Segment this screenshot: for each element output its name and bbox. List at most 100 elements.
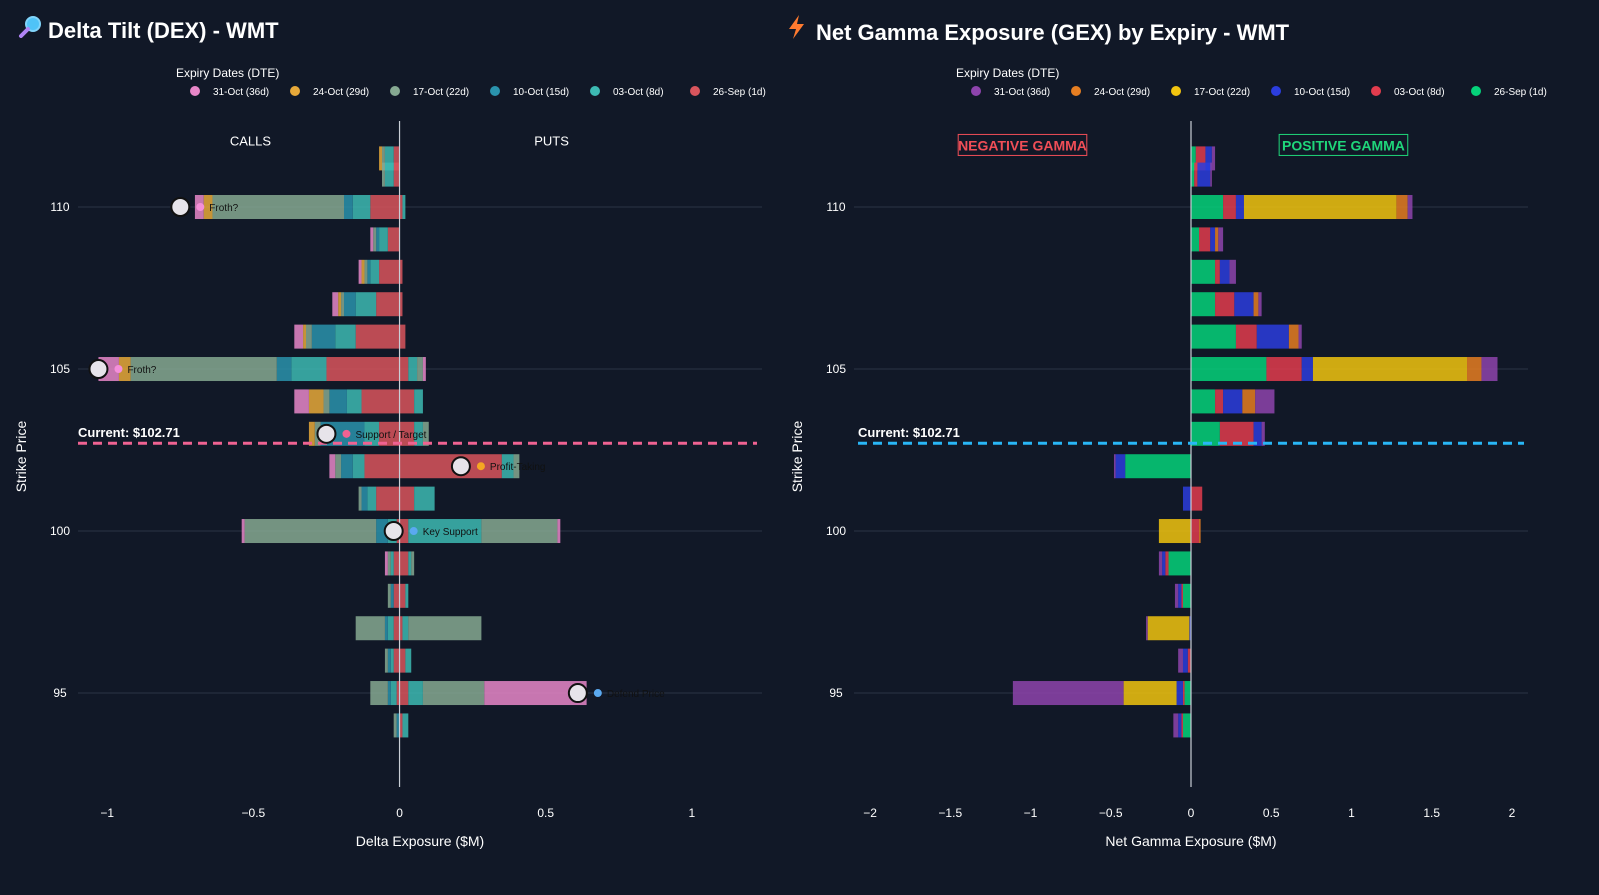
- put-bar-segment: [557, 519, 561, 544]
- gex-bar-segment: [1256, 324, 1289, 349]
- gex-bar-segment: [1165, 551, 1169, 576]
- put-bar-segment: [481, 519, 558, 544]
- put-bar-segment: [405, 648, 412, 673]
- gex-bar-segment: [1191, 195, 1224, 220]
- call-bar-segment: [329, 389, 347, 414]
- legend-item: 26-Sep (1d): [1494, 87, 1547, 98]
- call-bar-segment: [390, 583, 394, 608]
- call-bar-segment: [390, 648, 394, 673]
- gex-bar-segment: [1184, 681, 1191, 706]
- annotation-label: Froth?: [127, 365, 156, 376]
- put-bar-segment: [399, 713, 403, 738]
- gex-bar-segment: [1215, 227, 1219, 252]
- shield-icon: [593, 689, 602, 698]
- put-bar-segment: [417, 357, 423, 382]
- x-tick-label: −0.5: [242, 806, 266, 820]
- annotation-marker: [316, 423, 337, 444]
- gex-bar-segment: [1396, 195, 1408, 220]
- call-bar-segment: [379, 421, 400, 446]
- y-tick-label: 95: [53, 686, 67, 700]
- put-bar-segment: [399, 519, 409, 544]
- gex-bar-segment: [1189, 616, 1191, 641]
- y-tick-label: 110: [50, 200, 69, 214]
- call-bar-segment: [344, 292, 356, 317]
- put-bar-segment: [408, 551, 412, 576]
- gex-bar-segment: [1147, 616, 1190, 641]
- gex-bar-segment: [1191, 389, 1216, 414]
- call-bar-segment: [396, 713, 400, 738]
- y-axis-label: Strike Price: [789, 421, 805, 493]
- annotation-label: Support / Target: [355, 430, 426, 441]
- legend-item: 17-Oct (22d): [1194, 87, 1250, 98]
- gex-bar-segment: [1210, 162, 1212, 187]
- gex-bar-segment: [1173, 713, 1179, 738]
- call-bar-segment: [355, 324, 400, 349]
- gex-bar-segment: [1219, 259, 1230, 284]
- gex-bar-segment: [1187, 648, 1191, 673]
- gex-bar-segment: [1243, 195, 1397, 220]
- current-price-label: Current: $102.71: [78, 425, 180, 440]
- positive-gamma-label-box: [1278, 133, 1409, 156]
- negative-gamma-label-box: [957, 133, 1088, 156]
- magnifier-icon: [18, 14, 48, 44]
- put-bar-segment: [399, 486, 415, 511]
- call-bar-segment: [393, 551, 400, 576]
- gex-bar-segment: [1113, 454, 1116, 479]
- call-bar-segment: [203, 195, 213, 220]
- call-bar-segment: [376, 227, 380, 252]
- gex-bar-segment: [1182, 648, 1188, 673]
- call-bar-segment: [390, 551, 394, 576]
- gex-bar-segment: [1199, 519, 1201, 544]
- call-bar-segment: [326, 357, 400, 382]
- put-bar-segment: [399, 421, 415, 446]
- annotation-marker: [383, 521, 404, 542]
- gex-bar-segment: [1253, 421, 1262, 446]
- gex-bar-segment: [1199, 227, 1211, 252]
- call-bar-segment: [358, 486, 362, 511]
- sparkle-icon: [114, 365, 123, 374]
- legend-marker: [1071, 86, 1081, 96]
- gex-panel: Net Gamma Exposure (GEX) by Expiry - WMT…: [780, 0, 1599, 895]
- y-tick-label: 110: [826, 200, 845, 214]
- put-bar-segment: [422, 681, 485, 706]
- gex-bar-segment: [1182, 681, 1185, 706]
- gex-bar-segment: [1253, 292, 1259, 317]
- call-bar-segment: [367, 486, 377, 511]
- call-bar-segment: [393, 583, 400, 608]
- put-bar-segment: [399, 357, 409, 382]
- legend-marker: [1371, 86, 1381, 96]
- legend-marker: [190, 86, 200, 96]
- call-bar-segment: [387, 648, 391, 673]
- legend-item: 31-Oct (36d): [994, 87, 1050, 98]
- put-bar-segment: [399, 324, 406, 349]
- put-bar-segment: [408, 357, 418, 382]
- legend-title: Expiry Dates (DTE): [176, 66, 279, 80]
- put-bar-segment: [399, 681, 409, 706]
- put-bar-segment: [399, 616, 403, 641]
- call-bar-segment: [376, 486, 400, 511]
- legend-marker: [690, 86, 700, 96]
- call-bar-segment: [364, 259, 368, 284]
- call-bar-segment: [364, 421, 380, 446]
- put-bar-segment: [405, 583, 409, 608]
- put-bar-segment: [402, 616, 409, 641]
- x-tick-label: 0.5: [1263, 806, 1280, 820]
- current-price-label: Current: $102.71: [858, 425, 960, 440]
- legend-marker: [1271, 86, 1281, 96]
- call-bar-segment: [346, 389, 362, 414]
- gex-bar-segment: [1191, 324, 1236, 349]
- call-bar-segment: [118, 357, 131, 382]
- call-bar-segment: [364, 454, 400, 479]
- call-bar-segment: [387, 551, 391, 576]
- gex-bar-segment: [1115, 454, 1126, 479]
- positive-gamma-label: POSITIVE GAMMA: [1282, 137, 1405, 153]
- gex-bar-segment: [1194, 162, 1198, 187]
- gex-bar-segment: [1158, 551, 1163, 576]
- legend-item: 24-Oct (29d): [313, 87, 369, 98]
- call-bar-segment: [308, 421, 315, 446]
- y-tick-label: 100: [50, 524, 70, 538]
- call-bar-segment: [352, 195, 371, 220]
- target-icon: [342, 429, 351, 438]
- call-bar-segment: [212, 195, 344, 220]
- y-axis-label: Strike Price: [13, 421, 29, 493]
